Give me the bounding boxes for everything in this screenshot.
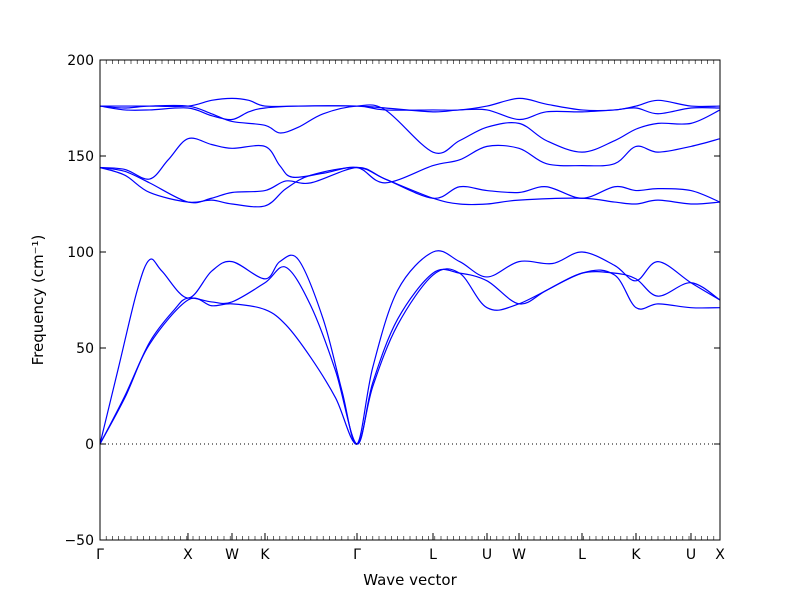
y-tick-label: 0 bbox=[85, 437, 94, 453]
band-1-line bbox=[99, 268, 721, 445]
y-axis-title: Frequency (cm⁻¹) bbox=[29, 235, 47, 366]
x-tick-label: Γ bbox=[96, 547, 104, 563]
x-tick-label: K bbox=[631, 547, 641, 563]
y-tick-label: 50 bbox=[76, 341, 94, 357]
x-tick-label: L bbox=[578, 547, 586, 563]
x-tick-label: W bbox=[512, 547, 526, 563]
x-tick-label: U bbox=[482, 547, 492, 563]
y-tick-label: 150 bbox=[67, 149, 94, 165]
x-tick-label: K bbox=[260, 547, 270, 563]
x-tick-label: X bbox=[715, 547, 725, 563]
y-tick-label: 100 bbox=[67, 245, 94, 261]
x-tick-label: Γ bbox=[353, 547, 361, 563]
band-9-line bbox=[100, 97, 721, 112]
x-tick-label: U bbox=[686, 547, 696, 563]
plot-frame bbox=[99, 59, 721, 541]
x-tick-label: L bbox=[429, 547, 437, 563]
x-tick-label: W bbox=[225, 547, 239, 563]
x-axis-title: Wave vector bbox=[363, 571, 457, 589]
band-6-line bbox=[99, 137, 721, 184]
band-5-line bbox=[99, 166, 721, 204]
y-tick-label: −50 bbox=[64, 533, 94, 549]
x-tick-label: X bbox=[183, 547, 193, 563]
y-tick-label: 200 bbox=[67, 53, 94, 69]
